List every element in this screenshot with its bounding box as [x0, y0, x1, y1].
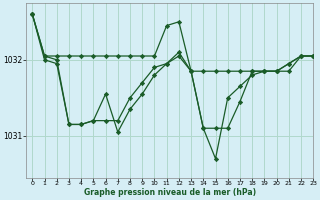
X-axis label: Graphe pression niveau de la mer (hPa): Graphe pression niveau de la mer (hPa) — [84, 188, 256, 197]
